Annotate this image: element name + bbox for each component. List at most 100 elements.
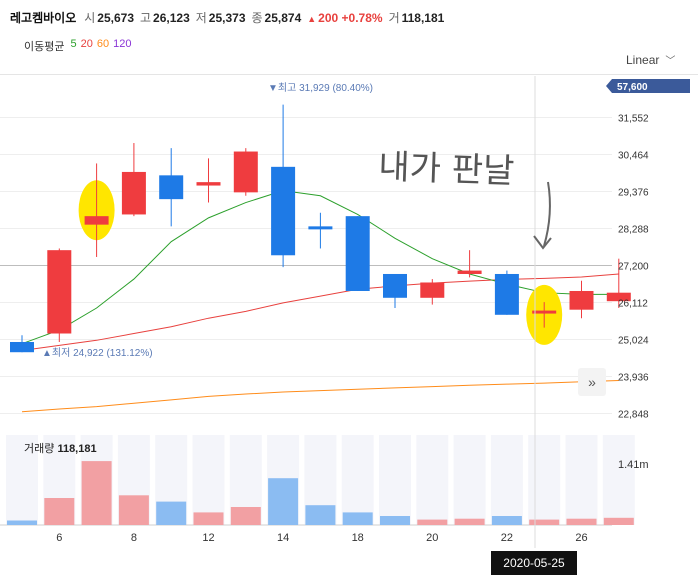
change-value: ▲ 200 +0.78% (307, 11, 382, 25)
grid-layer (0, 116, 612, 415)
ma-legend: 이동평균 5 20 60 120 (24, 38, 131, 54)
volume-bar (156, 501, 187, 525)
change-text: 200 +0.78% (318, 11, 383, 25)
low-value: 25,373 (208, 11, 246, 25)
x-tick-label: 14 (277, 532, 289, 544)
up-triangle-icon: ▲ (307, 14, 317, 24)
volume-column-bg (528, 435, 561, 525)
y-tick-label: 22,848 (618, 410, 649, 421)
volume-column-bg (602, 435, 635, 525)
stock-name[interactable]: 레고켐바이오 (10, 11, 77, 25)
candle-body (159, 175, 184, 200)
ma20-line (21, 273, 619, 352)
axis-layer: 31,552 30,464 29,376 28,288 27,200 26,112 25,0… (56, 113, 649, 544)
volume-bar (603, 517, 634, 525)
candle-body (457, 270, 482, 274)
quote-bar: 레고켐바이오 시 25,673 고 26,123 저 25,373 종 25,874 ▲… (10, 9, 450, 29)
candle-body (196, 182, 221, 186)
scale-mode-label: Linear (626, 52, 660, 67)
min-annotation: ▲최저 24,922 (131.12%) (42, 347, 153, 359)
volume-column-bg (192, 435, 225, 525)
x-tick-label: 6 (56, 532, 62, 544)
candle-body (532, 310, 557, 314)
candle-body (383, 273, 407, 298)
candle-body (47, 250, 72, 334)
candle-body (84, 216, 109, 225)
handwritten-arrow-icon (543, 181, 551, 247)
volume-title: 거래량 118,181 (24, 442, 97, 455)
expand-chart-button[interactable]: » (578, 368, 606, 396)
candle-body (345, 216, 370, 291)
volume-bar (417, 519, 448, 525)
volume-bar (118, 495, 149, 525)
volume-layer (0, 435, 635, 526)
ma5-line (21, 190, 619, 345)
highlight-layer (78, 180, 563, 345)
current-price-tag: 57,600 (606, 79, 690, 93)
x-tick-label: 26 (575, 532, 587, 544)
candle-body (271, 166, 296, 256)
volume-bar (193, 512, 224, 525)
volume-bar (305, 505, 336, 525)
candle-layer (10, 104, 631, 353)
volume-bar (380, 516, 410, 525)
volume-column-bg (453, 435, 486, 525)
y-tick-label: 29,376 (618, 187, 649, 198)
candle-body (606, 292, 631, 302)
candle-body (121, 171, 146, 215)
ma-legend-120[interactable]: 120 (113, 38, 132, 50)
y-tick-label: 26,112 (618, 298, 648, 309)
volume-axis-label: 1.41m (618, 459, 649, 471)
handwritten-annotation: 내가 판날 (378, 147, 515, 192)
volume-bar (566, 518, 597, 525)
y-tick-label: 25,024 (618, 335, 649, 346)
x-tick-label: 12 (202, 532, 214, 544)
volume-value-top: 118,181 (401, 11, 445, 25)
divider (0, 74, 698, 75)
x-tick-label: 18 (352, 532, 364, 544)
y-tick-label: 27,200 (618, 261, 649, 272)
volume-column-bg (379, 435, 411, 525)
scale-mode-dropdown[interactable]: Linear ﹀ (626, 52, 676, 68)
volume-bar (7, 520, 37, 525)
volume-column-bg (341, 435, 374, 525)
volume-label-short: 거 (388, 11, 400, 25)
y-tick-label: 28,288 (618, 224, 649, 235)
volume-bar (491, 516, 522, 525)
max-annotation: ▼최고 31,929 (80.40%) (268, 82, 373, 94)
x-tick-label: 22 (501, 532, 513, 544)
y-tick-label: 31,552 (618, 113, 649, 124)
moving-average-layer (21, 190, 619, 413)
candle-body (10, 342, 34, 353)
ma-legend-title: 이동평균 (24, 41, 65, 53)
current-price-label: 57,600 (617, 82, 648, 93)
high-label: 고 (140, 11, 152, 25)
volume-bar (81, 461, 112, 525)
close-label: 종 (251, 11, 263, 25)
x-tick-label: 8 (131, 532, 137, 544)
ma-legend-20[interactable]: 20 (80, 38, 93, 50)
volume-bar (230, 507, 261, 525)
ma-legend-60[interactable]: 60 (96, 38, 110, 50)
high-value: 26,123 (153, 11, 190, 25)
arrowhead-icon (533, 235, 552, 250)
chevron-down-icon: ﹀ (665, 56, 676, 67)
double-chevron-right-icon: » (588, 374, 596, 390)
ma-legend-5[interactable]: 5 (70, 38, 77, 50)
volume-column-bg (6, 435, 38, 525)
volume-bar (44, 498, 75, 525)
close-value: 25,874 (264, 11, 302, 25)
candle-body (494, 273, 519, 315)
volume-bar (454, 518, 485, 525)
y-tick-label: 23,936 (618, 372, 649, 383)
volume-bar (342, 512, 373, 525)
low-label: 저 (195, 11, 207, 25)
open-label: 시 (84, 11, 96, 25)
candle-body (420, 282, 445, 298)
y-tick-label: 30,464 (618, 150, 649, 161)
volume-bar (268, 478, 299, 525)
ma60-line (21, 379, 619, 413)
open-value: 25,673 (97, 11, 134, 25)
selected-date-label: 2020-05-25 (491, 551, 577, 575)
